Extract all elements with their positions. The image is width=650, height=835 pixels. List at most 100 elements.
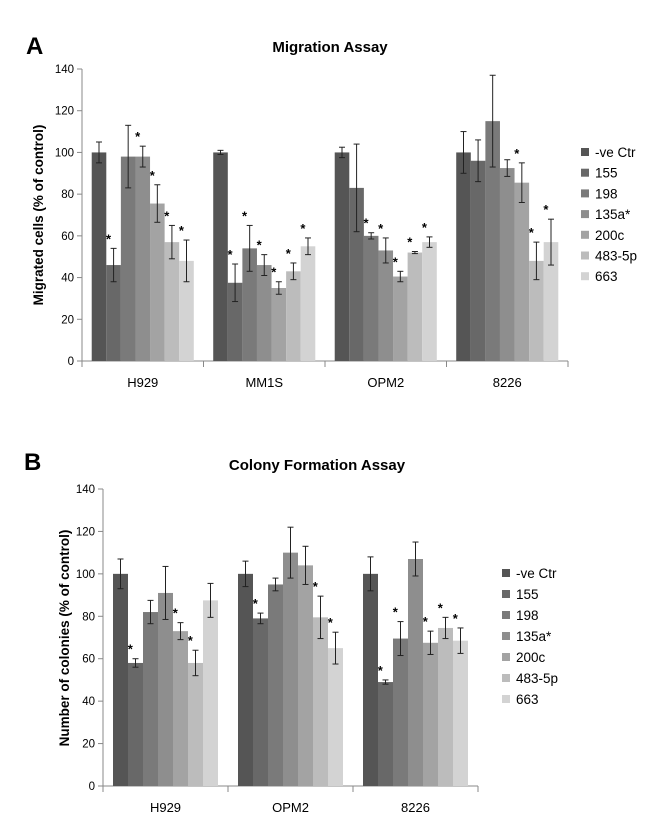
- significance-marker: *: [242, 208, 248, 223]
- bar: [268, 584, 283, 786]
- legend-swatch: [502, 653, 510, 661]
- panel-letter-b: B: [24, 449, 41, 476]
- bar: [150, 203, 165, 361]
- legend-swatch: [581, 148, 589, 156]
- legend-swatch: [502, 674, 510, 682]
- bar: [349, 187, 364, 361]
- y-tick-label: 60: [61, 231, 74, 243]
- bar: [143, 612, 158, 786]
- category-label: 8226: [493, 375, 522, 390]
- y-tick-label: 100: [76, 569, 95, 581]
- significance-marker: *: [128, 642, 134, 657]
- bar: [334, 152, 350, 361]
- legend-swatch: [502, 632, 510, 640]
- significance-marker: *: [135, 129, 141, 144]
- bar: [106, 265, 121, 361]
- significance-marker: *: [188, 633, 194, 648]
- bar: [238, 573, 253, 786]
- significance-marker: *: [378, 221, 384, 236]
- significance-marker: *: [453, 611, 459, 626]
- significance-marker: *: [173, 606, 179, 621]
- y-tick-label: 20: [82, 739, 95, 751]
- y-tick-label: 20: [61, 314, 74, 326]
- bar: [453, 640, 468, 786]
- bar: [423, 642, 438, 786]
- y-tick-label: 140: [55, 64, 74, 76]
- panel-letter-a: A: [26, 33, 43, 60]
- bar: [158, 592, 173, 786]
- legend-swatch: [581, 210, 589, 219]
- significance-marker: *: [393, 254, 399, 269]
- legend-swatch: [581, 189, 589, 198]
- bar: [173, 631, 188, 786]
- category-label: 8226: [401, 800, 430, 815]
- y-axis-label-b: Number of colonies (% of control): [57, 530, 72, 747]
- bar: [393, 276, 408, 361]
- y-tick-label: 80: [82, 611, 95, 623]
- legend-a: -ve Ctr 155 198 135a* 200c 483-5p 663: [581, 145, 637, 284]
- bar: [529, 260, 544, 361]
- chart-plot-a: 0 20 40 60 80 100 120 140 H929 * * * * * MM1S * * * * * * OPM…: [55, 64, 569, 390]
- chart-plot-b: 0 20 40 60 80 100 120 140 H929 * * * OPM2 * * * 8226 * * * *…: [76, 484, 479, 815]
- category-label: OPM2: [272, 800, 309, 815]
- bar: [485, 121, 500, 362]
- legend-label: 198: [595, 186, 618, 201]
- y-tick-label: 140: [76, 484, 95, 496]
- bar: [363, 235, 379, 361]
- bar: [227, 282, 243, 361]
- bar: [253, 618, 268, 786]
- legend-swatch: [502, 569, 510, 577]
- legend-swatch: [581, 230, 589, 239]
- category-label: H929: [127, 375, 158, 390]
- bar: [256, 265, 272, 361]
- significance-marker: *: [438, 600, 444, 615]
- chart-title-a: Migration Assay: [272, 39, 388, 56]
- bar: [164, 242, 180, 361]
- y-axis-label-a: Migrated cells (% of control): [31, 125, 46, 306]
- chart-title-b: Colony Formation Assay: [229, 457, 406, 474]
- legend-label: 483-5p: [595, 249, 637, 264]
- significance-marker: *: [328, 615, 334, 630]
- bar: [456, 152, 471, 361]
- y-tick-label: 60: [82, 654, 95, 666]
- bar: [363, 573, 378, 786]
- legend-label: 155: [595, 166, 618, 181]
- bar: [135, 156, 151, 361]
- y-tick-label: 40: [82, 696, 95, 708]
- significance-marker: *: [529, 225, 535, 240]
- y-tick-label: 100: [55, 147, 74, 159]
- bar: [514, 182, 530, 361]
- significance-marker: *: [286, 246, 292, 261]
- legend-label: 200c: [595, 228, 625, 243]
- legend-swatch: [581, 168, 589, 177]
- legend-label: 663: [516, 692, 539, 707]
- category-label: MM1S: [245, 375, 283, 390]
- significance-marker: *: [253, 596, 259, 611]
- bar: [128, 662, 143, 786]
- significance-marker: *: [164, 208, 170, 223]
- significance-marker: *: [271, 265, 277, 280]
- bar: [120, 156, 136, 361]
- y-tick-label: 120: [76, 526, 95, 538]
- legend-label: -ve Ctr: [516, 566, 557, 581]
- legend-label: 198: [516, 608, 539, 623]
- significance-marker: *: [407, 235, 413, 250]
- bar: [393, 638, 408, 786]
- significance-marker: *: [179, 223, 185, 238]
- y-tick-label: 80: [61, 189, 74, 201]
- legend-label: -ve Ctr: [595, 145, 636, 160]
- category-label: H929: [150, 800, 181, 815]
- bar: [407, 252, 423, 361]
- legend-label: 135a*: [516, 629, 552, 644]
- legend-swatch: [581, 251, 589, 260]
- bar: [203, 600, 218, 786]
- significance-marker: *: [364, 216, 370, 231]
- significance-marker: *: [227, 247, 233, 262]
- significance-marker: *: [393, 605, 399, 620]
- bar: [213, 152, 228, 361]
- bar: [91, 152, 107, 361]
- legend-b: -ve Ctr 155 198 135a* 200c 483-5p 663: [502, 566, 558, 707]
- bar: [499, 168, 515, 361]
- legend-swatch: [502, 611, 510, 619]
